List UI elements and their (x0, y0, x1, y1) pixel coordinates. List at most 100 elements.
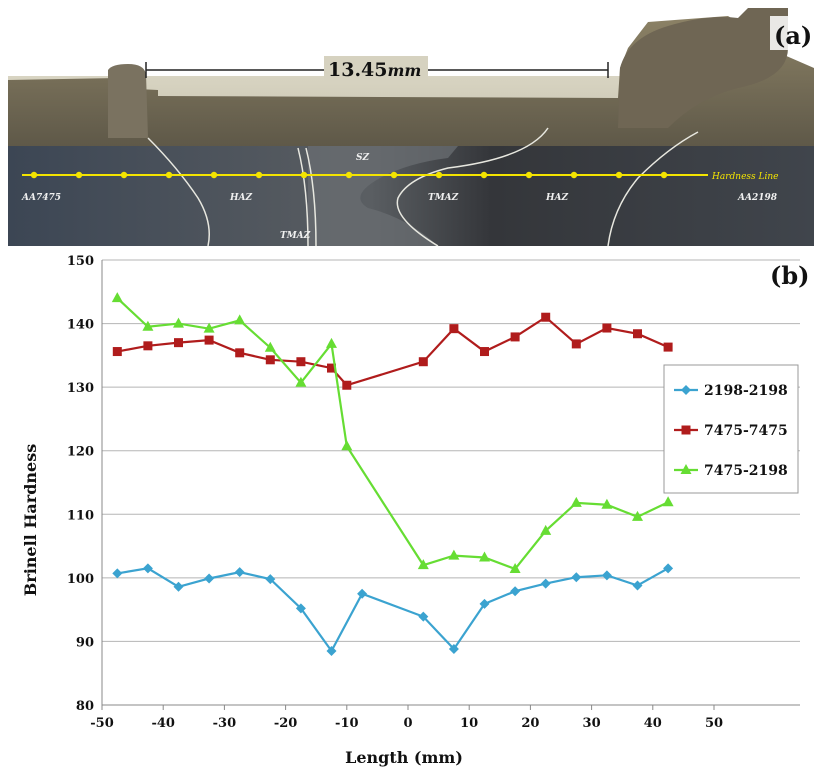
x-tick-label: 40 (644, 716, 662, 731)
hardness-line-label: Hardness Line (711, 172, 778, 182)
data-point (173, 317, 184, 328)
data-point (602, 323, 612, 333)
data-point (632, 580, 643, 591)
zone-label-sz: SZ (356, 153, 369, 163)
x-tick-label: 0 (403, 716, 412, 731)
hardness-indent-point (525, 171, 533, 179)
hardness-indent-point (435, 171, 443, 179)
data-point (601, 570, 612, 581)
data-point (418, 357, 428, 367)
hardness-indent-point (660, 171, 668, 179)
series-2198-2198 (112, 563, 674, 656)
data-point (174, 338, 183, 348)
series-line (117, 315, 669, 387)
y-axis-title: Brinell Hardness (21, 444, 40, 597)
hardness-indent-point (210, 171, 218, 179)
data-point (633, 329, 642, 339)
data-point (265, 574, 276, 585)
data-point (448, 644, 459, 655)
hardness-indent-point (255, 171, 263, 179)
data-point (235, 348, 245, 358)
x-axis-title: Length (mm) (345, 748, 463, 767)
hardness-chart-panel: (b) 80 90 100 110 120 130 140 150 -50 -40 -30 -20 -1… (0, 250, 814, 769)
data-point (540, 524, 552, 535)
data-point (479, 598, 490, 609)
hardness-indent-point (345, 171, 353, 179)
legend-label: 7475-7475 (704, 423, 788, 439)
data-point (295, 603, 306, 614)
data-point (326, 337, 337, 348)
dimension-label: 13.45mm (328, 59, 421, 81)
data-point (571, 339, 581, 349)
data-point (295, 376, 307, 387)
chart-axes: 80 90 100 110 120 130 140 150 -50 -40 -30 -20 -10 0 10… (67, 254, 800, 731)
data-point (663, 342, 673, 352)
hardness-indent-point (165, 171, 173, 179)
data-point (173, 581, 184, 592)
x-tick-label: -30 (213, 716, 237, 731)
data-point (204, 573, 215, 584)
haz-boundary-right (607, 131, 699, 247)
x-tick-label: -50 (90, 716, 114, 731)
data-point (264, 341, 276, 352)
x-tick-label: -10 (335, 716, 359, 731)
data-point (570, 496, 582, 507)
right-stringer (618, 8, 788, 128)
hardness-indent-point (30, 171, 38, 179)
legend-swatch-marker (681, 385, 691, 395)
tmaz-boundary-left-1 (297, 147, 309, 247)
data-point (540, 578, 551, 589)
x-tick-label: 20 (521, 716, 539, 731)
series-7475-2198 (111, 292, 674, 573)
legend-swatch-marker (681, 425, 691, 435)
tmaz-boundary-right (396, 127, 549, 247)
data-point (417, 559, 429, 570)
stir-zone (308, 146, 458, 246)
legend-label: 2198-2198 (704, 383, 788, 399)
y-tick-label: 110 (67, 508, 94, 523)
y-tick-label: 120 (67, 445, 94, 460)
data-point (111, 292, 123, 303)
data-point (601, 498, 613, 509)
hardness-indent-point (120, 171, 128, 179)
data-point (510, 586, 521, 597)
zone-label-aa7475: AA7475 (21, 193, 61, 203)
data-point (112, 568, 123, 579)
data-point (510, 332, 520, 342)
weld-macrograph: 13.45mm (a) Hardness Line AA7475 HAZ TMA… (8, 8, 814, 247)
data-point (418, 611, 429, 622)
x-tick-label: -40 (151, 716, 175, 731)
skin-plate (8, 16, 814, 148)
y-tick-label: 130 (67, 381, 94, 396)
zone-label-haz-right: HAZ (545, 193, 568, 203)
hardness-indent-point (480, 171, 488, 179)
data-point (143, 341, 153, 351)
zone-label-tmaz-right: TMAZ (428, 193, 459, 203)
tmaz-boundary-left-2 (305, 147, 317, 247)
y-tick-label: 150 (67, 254, 94, 269)
data-point (142, 563, 153, 574)
hardness-indent-point (390, 171, 398, 179)
y-tick-label: 140 (67, 318, 94, 333)
series-line (116, 297, 669, 571)
data-point (234, 314, 246, 325)
data-point (571, 572, 582, 583)
weld-macrograph-panel: 13.45mm (a) Hardness Line AA7475 HAZ TMA… (8, 8, 814, 247)
panel-a-label: (a) (774, 21, 812, 50)
legend-label: 7475-2198 (704, 463, 788, 479)
haz-boundary-left (147, 137, 210, 247)
y-tick-label: 90 (76, 635, 94, 650)
series-line (117, 567, 669, 654)
zone-label-aa2198: AA2198 (737, 193, 778, 203)
data-point (357, 588, 368, 599)
hardness-indent-point (300, 171, 308, 179)
data-point (327, 363, 336, 373)
zone-label-haz-left: HAZ (229, 193, 252, 203)
data-point (342, 380, 352, 390)
data-point (234, 567, 245, 578)
chart-series (111, 292, 674, 656)
data-point (663, 563, 674, 574)
data-point (142, 320, 154, 331)
y-tick-label: 80 (76, 699, 94, 714)
